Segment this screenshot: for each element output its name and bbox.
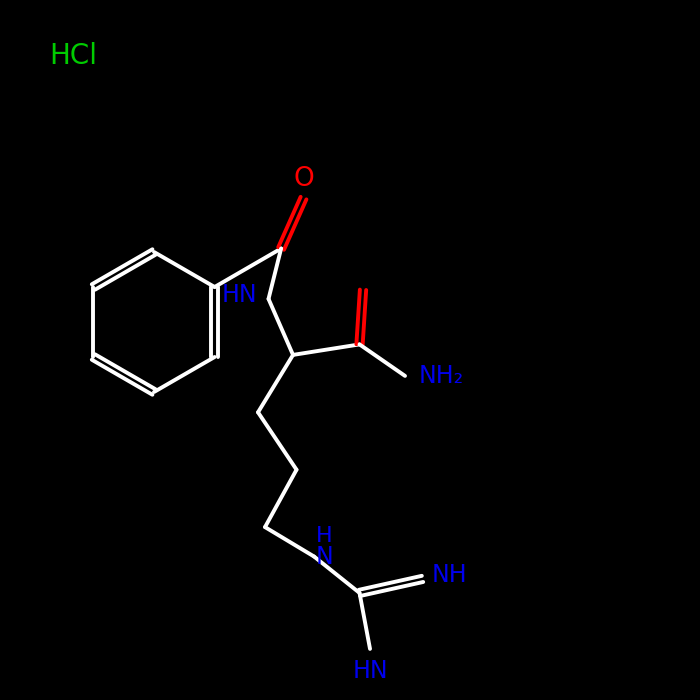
Text: N: N (316, 545, 333, 568)
Text: HN: HN (221, 284, 257, 307)
Text: NH₂: NH₂ (419, 364, 464, 388)
Text: HCl: HCl (49, 42, 97, 70)
Text: O: O (293, 165, 314, 192)
Text: NH: NH (431, 564, 467, 587)
Text: HN: HN (352, 659, 388, 683)
Text: H: H (316, 526, 332, 545)
